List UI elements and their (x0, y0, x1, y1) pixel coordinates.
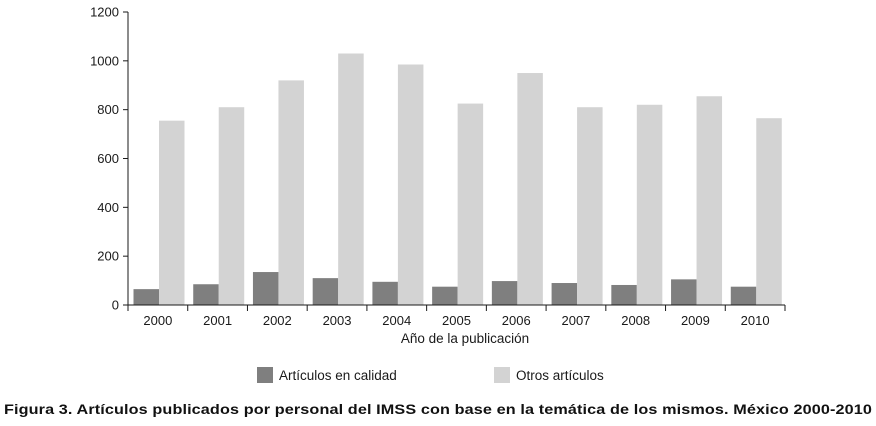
x-tick-label-2003: 2003 (323, 313, 352, 328)
bar-otros-2001 (218, 107, 245, 305)
bar-calidad-2009 (671, 279, 697, 305)
bar-otros-2007 (577, 107, 603, 305)
x-axis-ticks: 2000 2001 2002 2003 2004 2005 2006 2007 2008 2009… (127, 305, 786, 328)
bar-calidad-2005 (432, 286, 458, 305)
bar-otros-2010 (756, 118, 782, 306)
legend-label-calidad: Artículos en calidad (279, 368, 397, 383)
x-tick-label-2007: 2007 (561, 313, 590, 328)
bar-calidad-2000 (133, 289, 159, 305)
x-tick-label-2008: 2008 (621, 313, 650, 328)
bar-otros-2004 (397, 64, 424, 305)
y-tick-label-200: 200 (97, 249, 119, 264)
y-tick-label-1000: 1000 (90, 53, 119, 68)
bar-otros-2003 (338, 53, 364, 306)
bar-calidad-2004 (372, 281, 398, 305)
x-tick-label-2002: 2002 (263, 313, 292, 328)
bar-otros-2009 (696, 96, 723, 306)
bars-group (133, 53, 782, 306)
legend-swatch-otros (494, 367, 510, 383)
bar-calidad-2008 (611, 284, 637, 305)
bar-otros-2000 (159, 120, 185, 306)
figure-caption: Figura 3. Artículos publicados por perso… (4, 401, 872, 417)
bar-calidad-2001 (193, 284, 219, 305)
bar-calidad-2003 (312, 278, 339, 305)
x-tick-label-2000: 2000 (143, 313, 172, 328)
x-tick-label-2005: 2005 (442, 313, 471, 328)
bar-calidad-2010 (730, 286, 757, 305)
bar-calidad-2002 (252, 272, 279, 305)
x-tick-label-2006: 2006 (502, 313, 531, 328)
x-axis-title: Año de la publicación (401, 331, 529, 346)
bar-otros-2006 (517, 73, 543, 305)
bar-calidad-2007 (551, 283, 578, 305)
bar-otros-2002 (278, 80, 304, 306)
y-tick-label-0: 0 (112, 298, 119, 313)
y-tick-label-1200: 1200 (90, 5, 119, 20)
legend-swatch-calidad (257, 367, 273, 383)
x-tick-label-2004: 2004 (382, 313, 411, 328)
x-tick-label-2010: 2010 (741, 313, 770, 328)
y-tick-label-600: 600 (97, 151, 119, 166)
bar-calidad-2006 (491, 281, 518, 305)
legend-label-otros: Otros artículos (516, 368, 604, 383)
y-axis-ticks: 0 200 400 600 800 1000 1200 (90, 5, 128, 313)
legend: Artículos en calidad Otros artículos (257, 367, 604, 383)
bar-otros-2008 (636, 104, 663, 305)
y-tick-label-800: 800 (97, 102, 119, 117)
x-tick-label-2009: 2009 (681, 313, 710, 328)
bar-otros-2005 (457, 103, 484, 305)
y-tick-label-400: 400 (97, 200, 119, 215)
x-tick-label-2001: 2001 (203, 313, 232, 328)
